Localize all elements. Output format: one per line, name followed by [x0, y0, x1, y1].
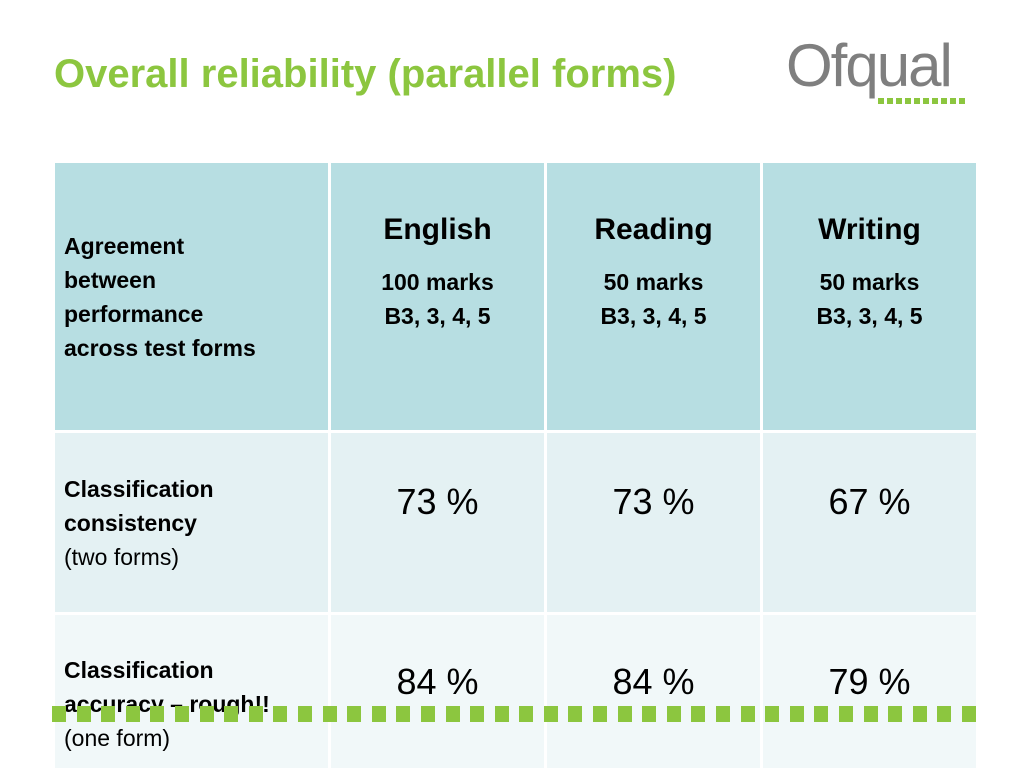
- rule-dot: [839, 706, 853, 722]
- table-cell: 73 %: [544, 430, 763, 615]
- rule-dot: [52, 706, 66, 722]
- row-label-note: (one form): [64, 724, 171, 751]
- rule-dot: [888, 706, 903, 722]
- row-label-line: Classification: [64, 475, 214, 502]
- rule-dot: [494, 706, 509, 722]
- table-cell: 84 %: [544, 612, 763, 768]
- column-grades: B3, 3, 4, 5: [600, 303, 707, 329]
- column-grades: B3, 3, 4, 5: [384, 303, 491, 329]
- logo-dots: [878, 98, 965, 104]
- ofqual-logo: Ofqual: [786, 34, 976, 114]
- rule-dot: [347, 706, 362, 722]
- corner-line: across test forms: [64, 334, 256, 361]
- corner-line: performance: [64, 300, 204, 327]
- rule-dot: [150, 706, 165, 722]
- rule-dot: [568, 706, 583, 722]
- rule-dot: [912, 706, 927, 722]
- rule-dot: [519, 706, 534, 722]
- column-marks: 100 marks: [381, 269, 494, 295]
- row-label: Classification accuracy – rough!! (one f…: [52, 612, 331, 768]
- reliability-table: Agreement between performance across tes…: [52, 160, 979, 768]
- table-header-row: Agreement between performance across tes…: [52, 160, 979, 433]
- rule-dot: [174, 706, 189, 722]
- column-header-writing: Writing 50 marks B3, 3, 4, 5: [760, 160, 979, 433]
- column-name: English: [383, 213, 492, 246]
- table-row-consistency: Classification consistency (two forms) 7…: [52, 430, 979, 615]
- rule-dot: [814, 706, 829, 722]
- logo-text: Ofqual: [786, 32, 953, 99]
- rule-dot: [101, 706, 116, 722]
- rule-dot: [371, 706, 386, 722]
- table-cell: 84 %: [328, 612, 547, 768]
- corner-line: between: [64, 266, 157, 293]
- column-name: Reading: [594, 213, 713, 246]
- table-cell: 79 %: [760, 612, 979, 768]
- table-row-accuracy: Classification accuracy – rough!! (one f…: [52, 612, 979, 768]
- column-marks: 50 marks: [819, 269, 920, 295]
- rule-dot: [322, 706, 337, 722]
- column-header-english: English 100 marks B3, 3, 4, 5: [328, 160, 547, 433]
- rule-dot: [248, 706, 263, 722]
- column-name: Writing: [818, 213, 921, 246]
- rule-dot: [224, 706, 239, 722]
- row-label-note: (two forms): [64, 543, 179, 570]
- decorative-dotted-rule: [52, 706, 976, 722]
- corner-line: Agreement: [64, 232, 185, 259]
- column-marks: 50 marks: [603, 269, 704, 295]
- rule-dot: [470, 706, 485, 722]
- rule-dot: [666, 706, 681, 722]
- rule-dot: [765, 706, 780, 722]
- rule-dot: [716, 706, 731, 722]
- rule-dot: [396, 706, 411, 722]
- rule-dot: [863, 706, 878, 722]
- rule-dot: [593, 706, 608, 722]
- rule-dot: [273, 706, 288, 722]
- rule-dot: [789, 706, 804, 722]
- column-grades: B3, 3, 4, 5: [816, 303, 923, 329]
- slide-title: Overall reliability (parallel forms): [54, 52, 677, 96]
- rule-dot: [445, 706, 460, 722]
- rule-dot: [297, 706, 312, 722]
- rule-dot: [937, 706, 952, 722]
- rule-dot: [420, 706, 435, 722]
- rule-dot: [961, 706, 976, 722]
- corner-label: Agreement between performance across tes…: [52, 160, 331, 433]
- rule-dot: [740, 706, 755, 722]
- row-label-line: Classification: [64, 656, 214, 683]
- rule-dot: [642, 706, 657, 722]
- rule-dot: [691, 706, 706, 722]
- rule-dot: [617, 706, 632, 722]
- rule-dot: [125, 706, 140, 722]
- rule-dot: [199, 706, 214, 722]
- rule-dot: [543, 706, 558, 722]
- column-header-reading: Reading 50 marks B3, 3, 4, 5: [544, 160, 763, 433]
- rule-dot: [76, 706, 91, 722]
- row-label: Classification consistency (two forms): [52, 430, 331, 615]
- table-cell: 67 %: [760, 430, 979, 615]
- table-cell: 73 %: [328, 430, 547, 615]
- row-label-line: consistency: [64, 509, 197, 536]
